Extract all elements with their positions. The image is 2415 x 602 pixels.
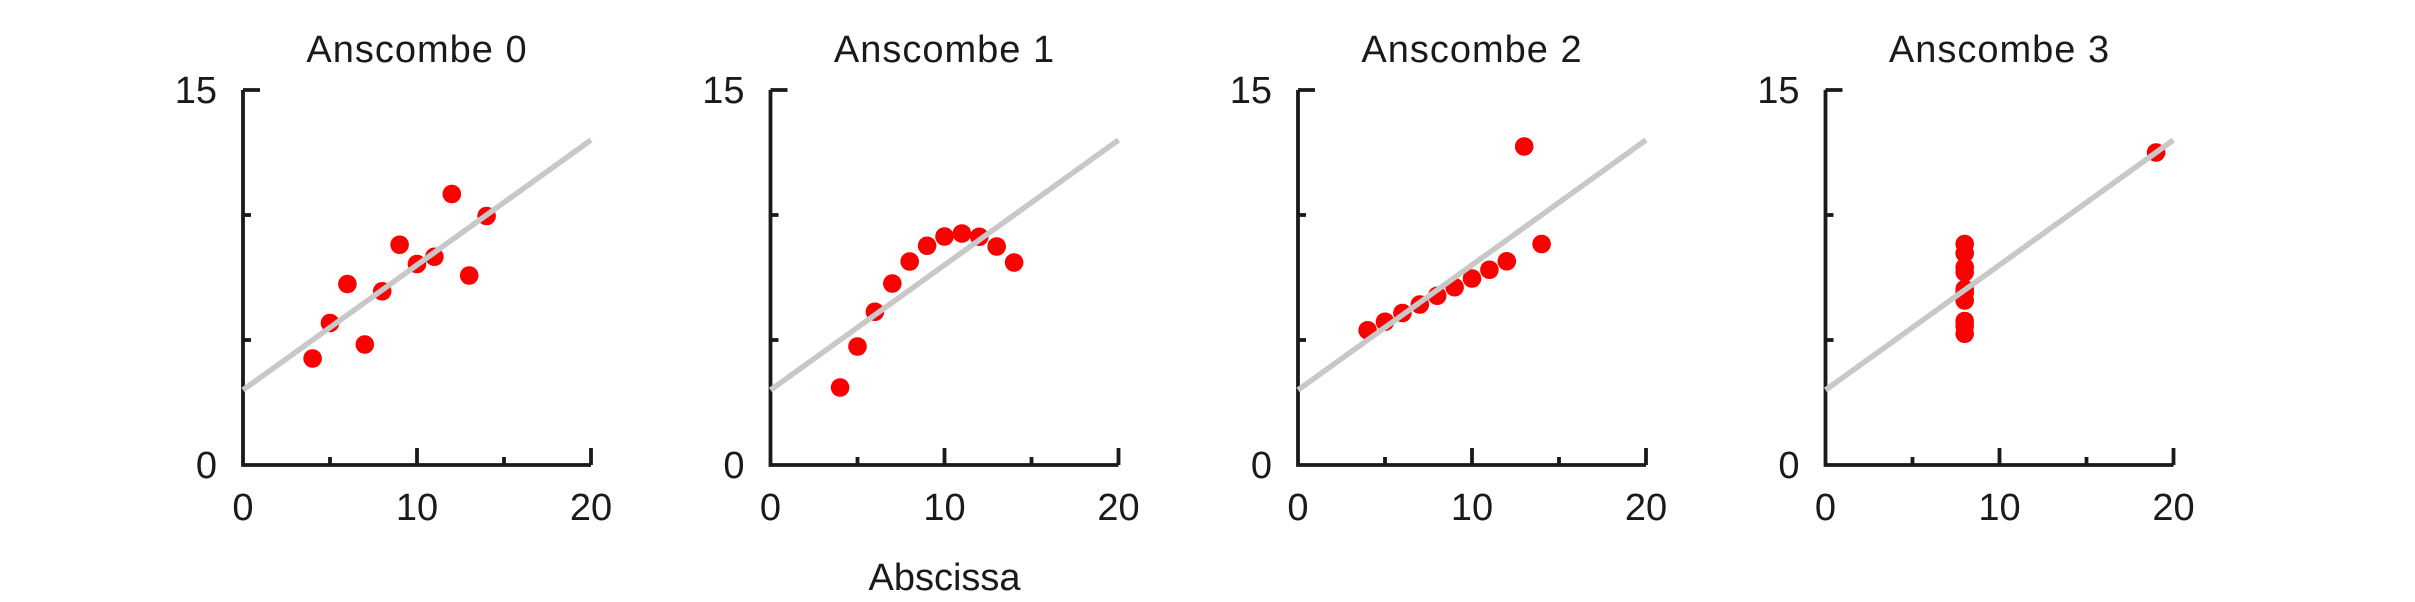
data-point xyxy=(355,335,375,354)
y-tick-label: 15 xyxy=(702,70,744,112)
data-point xyxy=(1532,234,1551,254)
data-point xyxy=(935,227,954,246)
data-point xyxy=(1514,137,1534,156)
data-point xyxy=(883,274,902,293)
data-point xyxy=(1497,251,1517,271)
x-tick-label: 10 xyxy=(1451,487,1493,529)
subplot-2: Anscombe 2 0 15 0 10 20 xyxy=(1230,29,1667,529)
subplot-title: Anscombe 0 xyxy=(306,29,527,71)
x-tick-label: 0 xyxy=(1287,487,1308,529)
data-point xyxy=(338,274,357,294)
axes-frame xyxy=(1823,90,2174,467)
data-point xyxy=(987,237,1006,256)
x-tick-label: 20 xyxy=(570,487,612,529)
trend-line xyxy=(768,137,1121,393)
x-tick-label: 10 xyxy=(396,487,438,529)
trend-line xyxy=(241,137,593,393)
data-point xyxy=(459,266,479,285)
data-point xyxy=(303,349,322,368)
axes-frame xyxy=(241,90,591,467)
subplot-title: Anscombe 3 xyxy=(1889,29,2110,71)
data-point xyxy=(1955,316,1974,336)
y-tick-label: 0 xyxy=(196,445,217,487)
data-point xyxy=(848,337,867,356)
y-tick-label: 0 xyxy=(1778,445,1799,487)
data-point xyxy=(1004,253,1024,272)
data-point xyxy=(900,252,919,271)
data-point xyxy=(952,224,972,243)
x-tick-label: 20 xyxy=(1625,487,1667,529)
y-tick-label: 0 xyxy=(1251,445,1272,487)
data-point xyxy=(830,378,850,397)
y-tick-label: 15 xyxy=(1757,70,1799,112)
y-tick-label: 0 xyxy=(723,445,744,487)
axes-frame xyxy=(768,90,1119,467)
subplot-1: Anscombe 1 0 15 0 10 20 xyxy=(702,29,1139,529)
subplot-0: Anscombe 0 0 15 0 10 20 xyxy=(175,29,612,529)
subplot-title: Anscombe 1 xyxy=(834,29,1055,71)
data-point xyxy=(1462,269,1482,288)
x-tick-label: 0 xyxy=(232,487,253,529)
data-point xyxy=(1955,257,1974,277)
x-tick-label: 10 xyxy=(1978,487,2020,529)
data-point xyxy=(442,184,462,204)
subplot-title: Anscombe 2 xyxy=(1361,29,1582,71)
y-tick-label: 15 xyxy=(175,70,217,112)
x-tick-label: 20 xyxy=(1097,487,1139,529)
x-tick-label: 0 xyxy=(1815,487,1836,529)
data-point xyxy=(1955,243,1974,263)
trend-line xyxy=(1823,137,2176,393)
data-point xyxy=(1480,260,1499,280)
x-tick-label: 20 xyxy=(2152,487,2194,529)
data-point xyxy=(390,235,409,255)
x-tick-label: 10 xyxy=(923,487,965,529)
data-point xyxy=(917,236,937,256)
x-tick-label: 0 xyxy=(760,487,781,529)
x-axis-label: Abscissa xyxy=(868,557,1021,599)
y-tick-label: 15 xyxy=(1230,70,1272,112)
trend-line xyxy=(1296,137,1648,393)
